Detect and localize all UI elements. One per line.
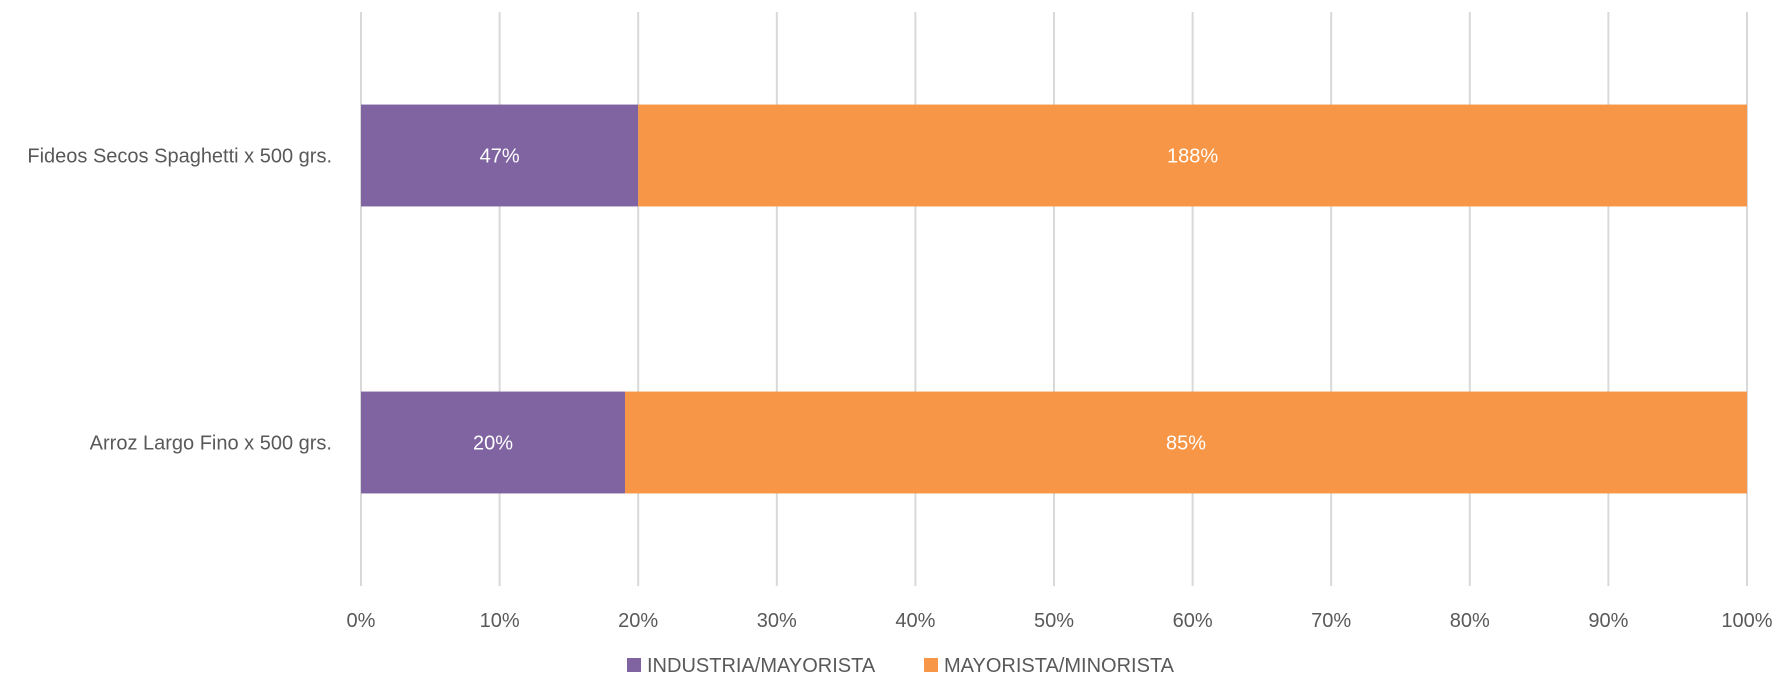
data-label: 20%	[473, 433, 513, 455]
x-tick-label: 90%	[1588, 610, 1628, 632]
category-labels: Fideos Secos Spaghetti x 500 grs. Arroz L…	[27, 146, 332, 455]
x-tick-label: 100%	[1721, 610, 1772, 632]
data-label: 47%	[480, 146, 520, 168]
bars: 47% 188% 20% 85%	[361, 104, 1748, 494]
gridlines	[360, 12, 1748, 586]
x-tick-label: 0%	[347, 610, 376, 632]
legend-swatch	[627, 658, 641, 672]
x-axis-tick-labels: 0% 10% 20% 30% 40% 50% 60% 70% 80% 90% 100%	[347, 610, 1773, 632]
category-label: Fideos Secos Spaghetti x 500 grs.	[27, 146, 332, 168]
legend-label: INDUSTRIA/MAYORISTA	[647, 655, 876, 677]
data-label: 85%	[1166, 433, 1206, 455]
bar-segment	[361, 391, 625, 494]
legend-label: MAYORISTA/MINORISTA	[944, 655, 1175, 677]
legend: INDUSTRIA/MAYORISTA MAYORISTA/MINORISTA	[627, 655, 1175, 677]
data-label: 188%	[1167, 146, 1218, 168]
category-label: Arroz Largo Fino x 500 grs.	[90, 433, 332, 455]
bar-segment	[361, 104, 639, 207]
x-tick-label: 40%	[895, 610, 935, 632]
x-tick-label: 70%	[1311, 610, 1351, 632]
bar-segment	[625, 391, 1747, 494]
x-tick-label: 50%	[1034, 610, 1074, 632]
x-tick-label: 30%	[757, 610, 797, 632]
bar-segment	[638, 104, 1748, 207]
legend-swatch	[924, 658, 938, 672]
x-tick-label: 60%	[1173, 610, 1213, 632]
x-tick-label: 80%	[1450, 610, 1490, 632]
x-tick-label: 20%	[618, 610, 658, 632]
x-tick-label: 10%	[480, 610, 520, 632]
